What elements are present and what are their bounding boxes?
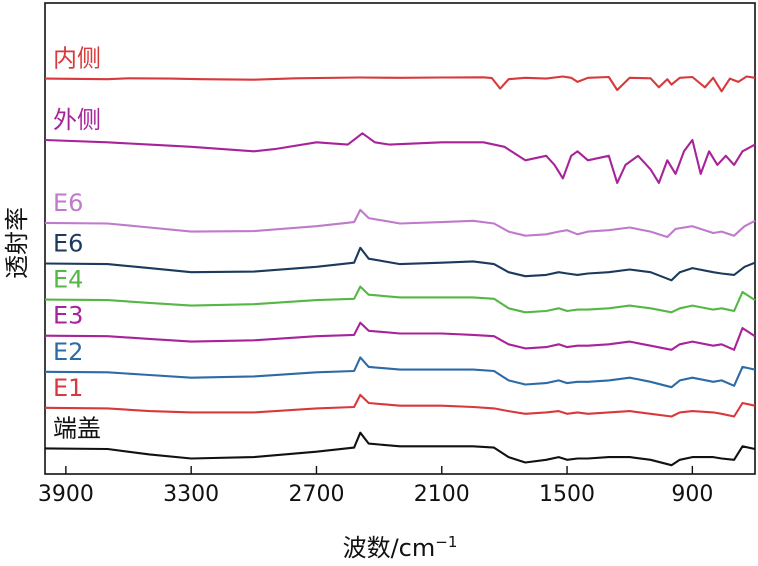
plot-frame <box>44 2 756 475</box>
x-axis-title-superscript: −1 <box>435 533 457 551</box>
x-tick-label: 2700 <box>288 482 344 507</box>
x-axis-title-text: 波数/cm <box>343 534 436 562</box>
series-label: E4 <box>53 266 83 294</box>
series-label: E3 <box>53 302 83 330</box>
x-tick-label: 900 <box>671 482 713 507</box>
series-line <box>44 431 756 467</box>
series-line <box>44 393 756 418</box>
series-line <box>44 356 756 389</box>
series-line <box>44 246 756 282</box>
series-group <box>44 75 756 467</box>
series-label: 外侧 <box>53 106 101 134</box>
x-axis-title: 波数/cm−1 <box>343 533 458 562</box>
series-label: E1 <box>53 374 83 402</box>
series-line <box>44 132 756 184</box>
x-tick-label: 3900 <box>38 482 94 507</box>
x-tick-label: 1500 <box>539 482 595 507</box>
series-label: E2 <box>53 338 83 366</box>
series-label: E6 <box>53 189 83 217</box>
x-axis-ticks: 3900 3300 2700 2100 1500 900 <box>38 466 713 507</box>
y-axis-title: 透射率 <box>3 207 31 279</box>
series-line <box>44 321 756 351</box>
series-line <box>44 285 756 314</box>
series-label: 内侧 <box>53 45 101 73</box>
series-line <box>44 208 756 239</box>
series-line <box>44 75 756 93</box>
series-label: E6 <box>53 230 83 258</box>
x-tick-label: 3300 <box>163 482 219 507</box>
x-tick-label: 2100 <box>414 482 470 507</box>
series-label: 端盖 <box>53 414 101 442</box>
